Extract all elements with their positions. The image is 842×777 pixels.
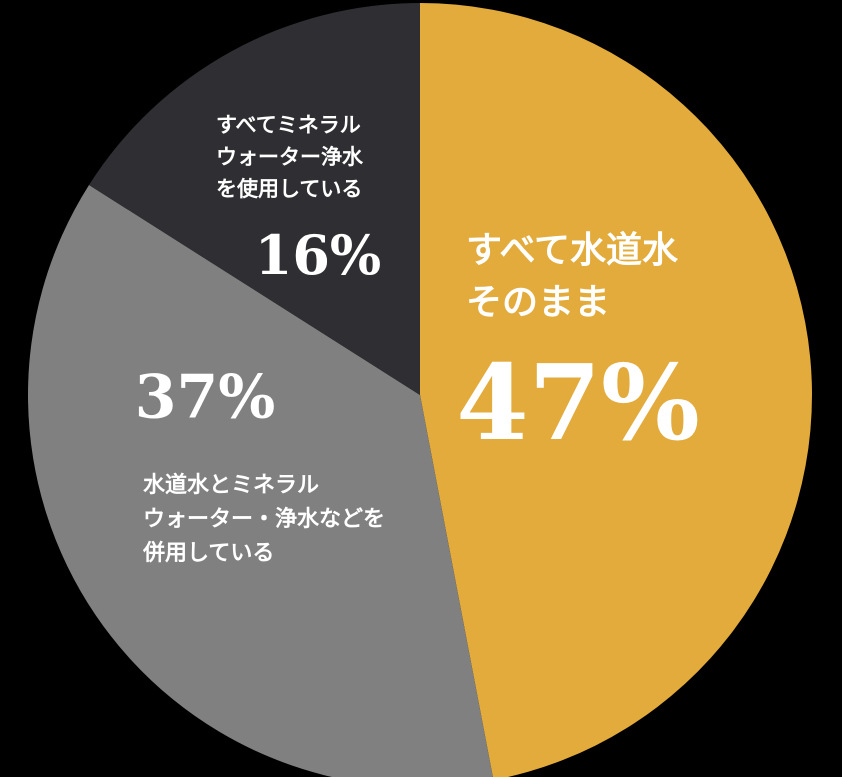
label-line: ウォーター・浄水などを [143,506,385,532]
label-line: 併用している [142,540,274,566]
slice-label: 水道水とミネラルウォーター・浄水などを併用している [142,472,385,566]
label-line: そのまま [466,282,610,323]
label-line: ウォーター浄水 [216,145,364,169]
slice-label: すべてミネラルウォーター浄水を使用している [216,113,364,201]
pie-slice [89,3,421,395]
label-line: 水道水とミネラル [143,472,319,498]
slice-label: すべて水道水そのまま [466,230,679,323]
label-line: すべてミネラル [216,113,361,137]
pie-slice [420,3,812,777]
percent-label: 37% [135,363,276,433]
percent-label: 16% [255,223,381,287]
pie-slice [28,184,493,777]
label-line: を使用している [216,177,362,201]
percent-label: 47% [456,341,700,464]
label-line: すべて水道水 [466,230,679,271]
